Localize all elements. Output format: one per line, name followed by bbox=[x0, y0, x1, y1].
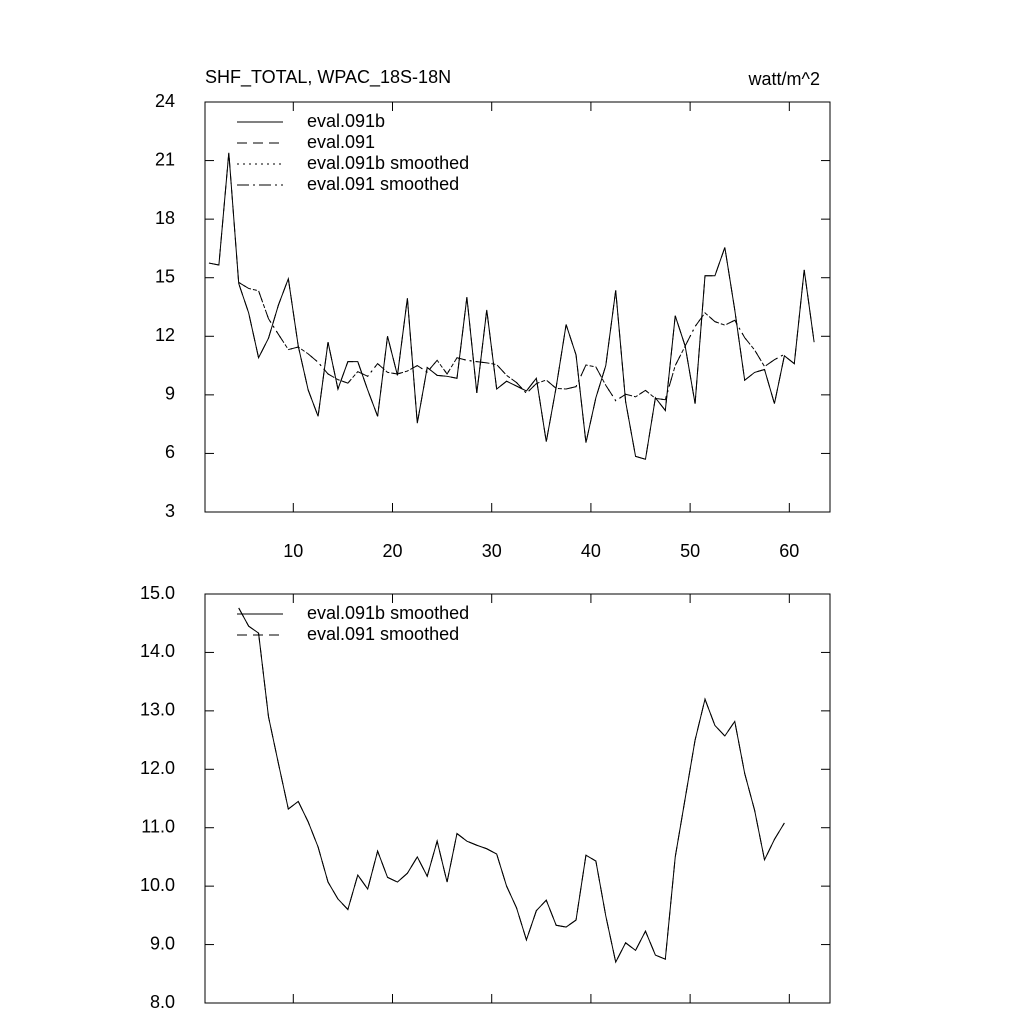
y-tick-label: 18 bbox=[155, 208, 175, 228]
y-tick-label: 11.0 bbox=[141, 816, 175, 836]
data-line bbox=[238, 281, 785, 402]
plot-frame bbox=[204, 101, 831, 513]
y-tick-label: 12.0 bbox=[140, 758, 175, 778]
x-tick-label: 30 bbox=[482, 541, 502, 561]
legend-label: eval.091 smoothed bbox=[307, 624, 459, 644]
y-tick-label: 12 bbox=[155, 325, 175, 345]
legend-label: eval.091b smoothed bbox=[307, 153, 469, 173]
plot-frame bbox=[204, 593, 831, 1004]
legend-label: eval.091 smoothed bbox=[307, 174, 459, 194]
x-tick-label: 50 bbox=[680, 541, 700, 561]
legend-label: eval.091b bbox=[307, 111, 385, 131]
y-tick-label: 6 bbox=[165, 442, 175, 462]
y-tick-label: 15 bbox=[155, 266, 175, 286]
x-tick-label: 40 bbox=[581, 541, 601, 561]
chart-title: SHF_TOTAL, WPAC_18S-18N bbox=[205, 67, 451, 88]
legend-label: eval.091 bbox=[307, 132, 375, 152]
y-tick-label: 15.0 bbox=[140, 583, 175, 603]
data-line bbox=[238, 607, 785, 964]
y-tick-label: 9 bbox=[165, 384, 175, 404]
x-tick-label: 20 bbox=[382, 541, 402, 561]
y-tick-label: 9.0 bbox=[150, 933, 175, 953]
x-tick-label: 10 bbox=[283, 541, 303, 561]
y-tick-label: 14.0 bbox=[140, 641, 175, 661]
y-tick-label: 10.0 bbox=[140, 875, 175, 895]
y-tick-label: 21 bbox=[155, 149, 175, 169]
y-tick-label: 24 bbox=[155, 91, 175, 111]
y-tick-label: 13.0 bbox=[140, 700, 175, 720]
y-tick-label: 8.0 bbox=[150, 992, 175, 1012]
data-line bbox=[208, 152, 815, 460]
legend-label: eval.091b smoothed bbox=[307, 603, 469, 623]
y-tick-label: 3 bbox=[165, 501, 175, 521]
x-tick-label: 60 bbox=[779, 541, 799, 561]
units-label: watt/m^2 bbox=[748, 69, 820, 89]
